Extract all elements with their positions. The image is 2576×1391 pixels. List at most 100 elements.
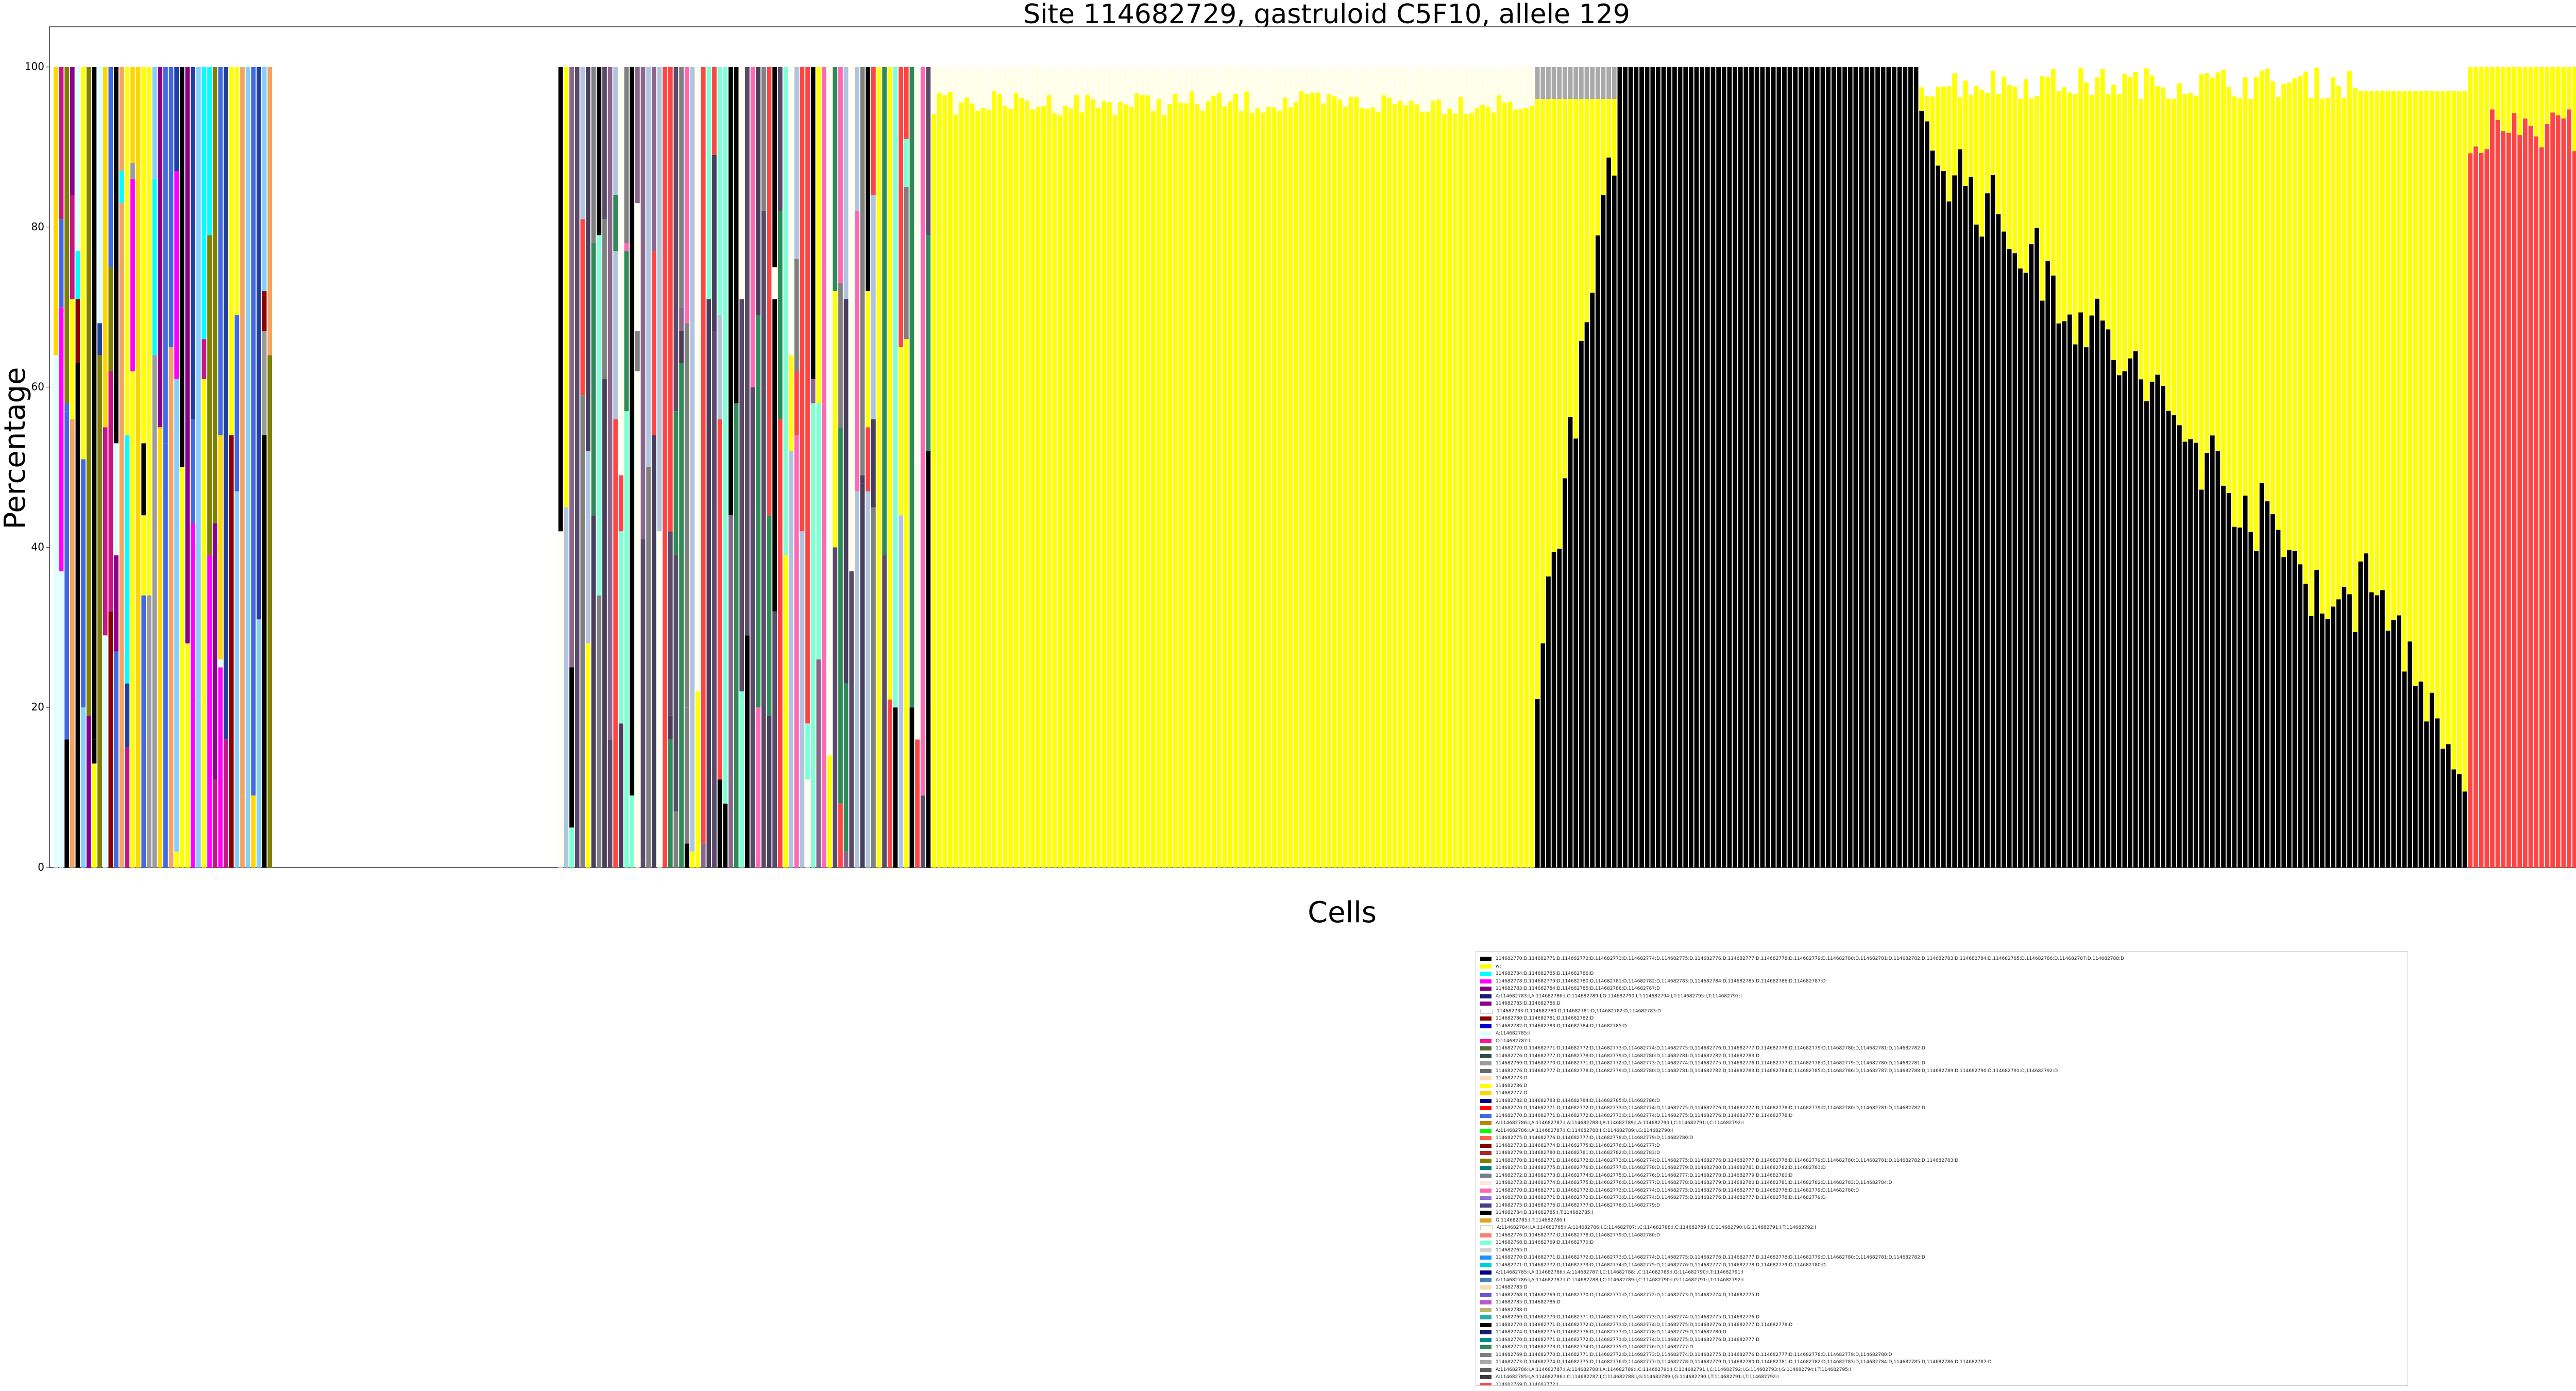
legend-entry: G:114682785:I,T:114682786:I	[1480, 1217, 1565, 1224]
bar-segment	[2045, 77, 2050, 261]
legend-swatch	[1480, 1143, 1492, 1148]
bar-segment	[591, 515, 596, 868]
bar-segment	[1145, 95, 1150, 868]
bar-segment	[948, 67, 953, 92]
bar-segment	[1228, 67, 1233, 101]
bar-segment	[2177, 425, 2182, 868]
bar-segment	[158, 67, 163, 428]
bars-group	[54, 67, 2576, 868]
bar-segment	[975, 67, 980, 111]
bar-segment	[207, 67, 212, 235]
bar-segment	[1348, 97, 1353, 868]
legend-label: 114682779:D,114682780:D,114682781:D,1146…	[1496, 1150, 1660, 1156]
bar-segment	[904, 139, 909, 188]
bar-segment	[728, 515, 733, 868]
bar-segment	[108, 611, 113, 868]
bar-segment	[1074, 67, 1079, 95]
bar-segment	[2462, 791, 2467, 868]
bar-segment	[2402, 671, 2407, 868]
bar-segment	[2095, 77, 2099, 299]
bar-segment	[1156, 99, 1161, 868]
y-tick-label: 40	[31, 540, 44, 553]
bar-segment	[1996, 94, 2001, 214]
legend-swatch	[1480, 1046, 1492, 1050]
bar-segment	[1184, 103, 1189, 868]
bar-segment	[992, 67, 997, 92]
bar-segment	[2100, 320, 2105, 868]
bar-segment	[2161, 87, 2165, 386]
bar-segment	[997, 93, 1002, 868]
bar-segment	[1650, 67, 1655, 868]
legend-swatch	[1480, 1225, 1493, 1230]
legend-swatch	[1480, 1106, 1492, 1110]
bar-segment	[871, 67, 876, 195]
bar-segment	[1359, 67, 1364, 108]
bar-segment	[1277, 67, 1282, 111]
bar-segment	[1096, 108, 1101, 868]
bar-segment	[1118, 67, 1123, 102]
legend-swatch	[1480, 1345, 1492, 1349]
bar-segment	[1491, 112, 1496, 868]
legend-entry: 114682778:D,114682779:D,114682780:D,1146…	[1480, 978, 1826, 985]
bar-segment	[2468, 153, 2473, 868]
bar-segment	[2375, 91, 2380, 596]
bar-segment	[152, 179, 157, 355]
bar-segment	[1162, 67, 1167, 115]
bar-segment	[646, 67, 651, 467]
bar-segment	[2517, 135, 2522, 868]
bar-segment	[1294, 102, 1298, 868]
bar-segment	[838, 67, 843, 283]
bar-segment	[2182, 442, 2188, 868]
bar-segment	[1601, 195, 1606, 868]
bar-segment	[1518, 67, 1523, 109]
bar-segment	[1392, 67, 1397, 105]
bar-segment	[1952, 73, 1957, 176]
legend-label: A:114682785:I,A:114682786:I,A:114682787:…	[1496, 1270, 1743, 1275]
bar-segment	[1579, 341, 1584, 868]
bar-segment	[964, 67, 969, 98]
bar-segment	[1129, 67, 1134, 107]
bar-segment	[651, 251, 656, 435]
bar-segment	[1145, 67, 1150, 96]
bar-segment	[904, 67, 909, 139]
bar-segment	[1184, 67, 1189, 104]
bar-segment	[212, 779, 217, 868]
bar-segment	[114, 651, 118, 868]
legend-label: 114682776:D,114682777:D,114682778:D,1146…	[1496, 1232, 1660, 1238]
legend-label: 114682783:D,114682784:D,114682785:D,1146…	[1496, 986, 1660, 991]
legend-entry: 114682773:D,114682774:D,114682775:D,1146…	[1480, 1180, 1892, 1186]
bar-segment	[191, 523, 196, 868]
bar-segment	[54, 67, 58, 355]
bar-segment	[207, 235, 212, 555]
bar-segment	[2111, 360, 2116, 868]
bar-segment	[2364, 91, 2368, 554]
bar-segment	[1793, 67, 1798, 868]
bar-segment	[1612, 99, 1617, 176]
bar-segment	[1831, 67, 1836, 868]
bar-segment	[1008, 67, 1013, 109]
bar-segment	[2265, 69, 2270, 502]
bar-segment	[866, 291, 871, 428]
legend-swatch	[1480, 1278, 1492, 1282]
bar-segment	[750, 387, 755, 868]
bar-segment	[141, 515, 146, 596]
bar-segment	[794, 371, 799, 435]
bar-segment	[937, 67, 942, 93]
bar-segment	[679, 363, 684, 868]
legend-swatch	[1480, 1113, 1492, 1118]
bar-segment	[706, 299, 711, 419]
bar-segment	[2106, 94, 2111, 330]
bar-segment	[805, 779, 810, 868]
bar-segment	[1842, 67, 1847, 868]
bar-segment	[2391, 620, 2396, 868]
bar-segment	[2424, 91, 2429, 722]
bar-segment	[1337, 99, 1343, 868]
bar-segment	[1222, 106, 1227, 868]
bar-segment	[668, 67, 673, 532]
bar-segment	[257, 619, 261, 868]
bar-segment	[1551, 67, 1556, 99]
bar-segment	[586, 67, 590, 451]
bar-segment	[1085, 95, 1090, 868]
bar-segment	[624, 251, 629, 412]
legend-swatch	[1480, 1263, 1492, 1267]
